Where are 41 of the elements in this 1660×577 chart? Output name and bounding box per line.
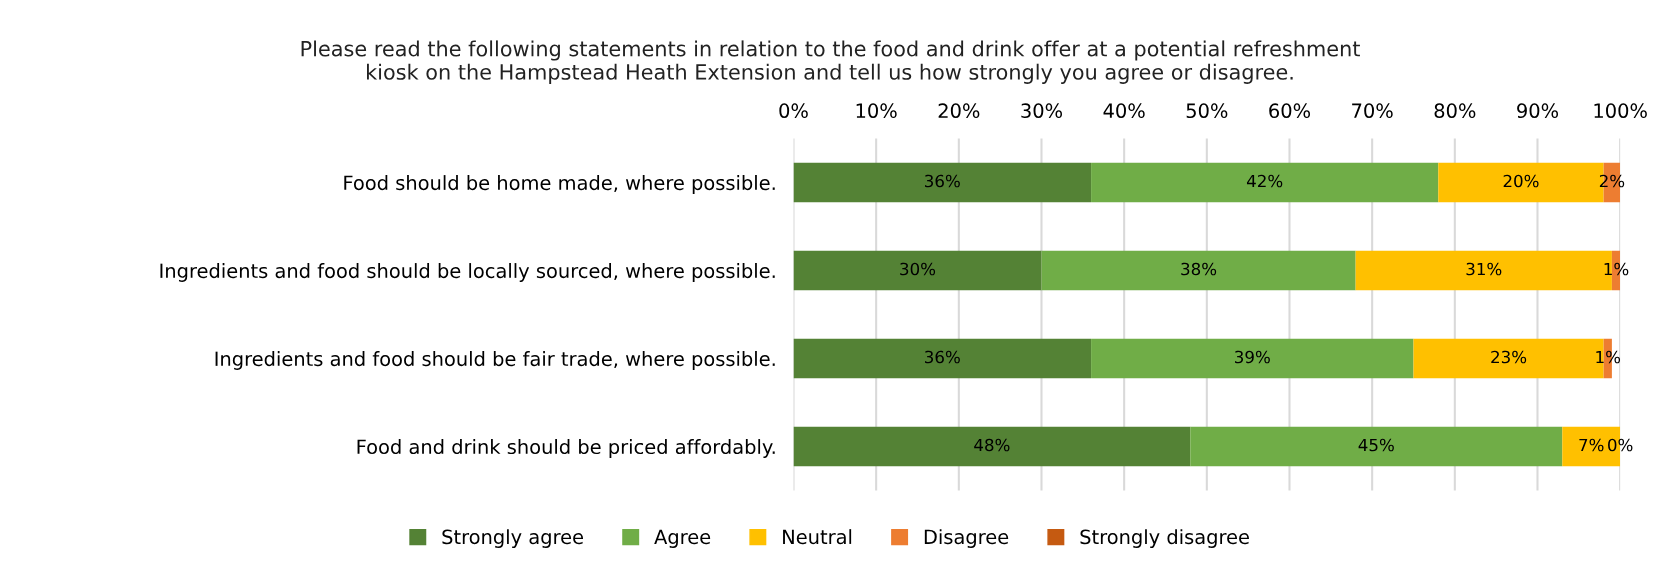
data-label: 36% xyxy=(925,174,960,188)
legend-label: Disagree xyxy=(924,529,1009,548)
legend-label: Neutral xyxy=(783,529,852,545)
data-label: 45% xyxy=(1358,438,1394,452)
legend-label: Agree xyxy=(654,529,711,548)
y-tick-label: Food and drink should be priced affordably. xyxy=(357,439,775,458)
x-tick-label: 90% xyxy=(1517,103,1559,119)
data-label: 31% xyxy=(1466,262,1502,276)
x-tick-label: 40% xyxy=(1103,103,1145,119)
x-tick-label: 10% xyxy=(856,103,897,119)
bar xyxy=(1091,338,1414,379)
x-tick-label: 50% xyxy=(1186,103,1228,119)
data-label: 38% xyxy=(1181,262,1217,276)
bar xyxy=(793,162,1092,203)
y-tick-label: Ingredients and food should be fair trade, where possible. xyxy=(215,351,775,370)
data-label: 36% xyxy=(925,350,960,364)
bar xyxy=(1091,162,1439,203)
legend-label: Strongly agree xyxy=(442,529,583,548)
y-tick-label: Ingredients and food should be locally sourced, where possible. xyxy=(160,263,775,282)
data-label: 48% xyxy=(974,438,1010,452)
data-label: 20% xyxy=(1503,174,1539,188)
chart-title: Please read the following statements in relation to the food and drink offer at a potential refreshment kiosk on the Hampstead Heath Extension and tell us how strongly you agree or disagree. xyxy=(301,40,1360,84)
bar xyxy=(1190,426,1563,467)
bar xyxy=(793,426,1191,467)
x-tick-label: 60% xyxy=(1269,103,1311,119)
data-label: 42% xyxy=(1246,174,1283,188)
data-label: 23% xyxy=(1491,350,1527,364)
x-tick-label: 20% xyxy=(938,103,980,119)
x-tick-label: 30% xyxy=(1021,103,1063,119)
bar xyxy=(793,250,1042,291)
legend-label: Strongly disagree xyxy=(1080,529,1249,548)
data-label: 7% xyxy=(1579,438,1604,452)
x-tick-label: 100% xyxy=(1594,103,1647,119)
x-tick-label: 80% xyxy=(1434,103,1476,119)
bar xyxy=(1041,250,1356,291)
data-label: 39% xyxy=(1235,350,1270,364)
y-tick-label: Food should be home made, where possible. xyxy=(344,175,775,194)
bar xyxy=(793,338,1092,379)
x-tick-label: 70% xyxy=(1352,103,1393,119)
x-tick-label: 0% xyxy=(779,103,808,119)
data-label: 30% xyxy=(900,262,936,276)
